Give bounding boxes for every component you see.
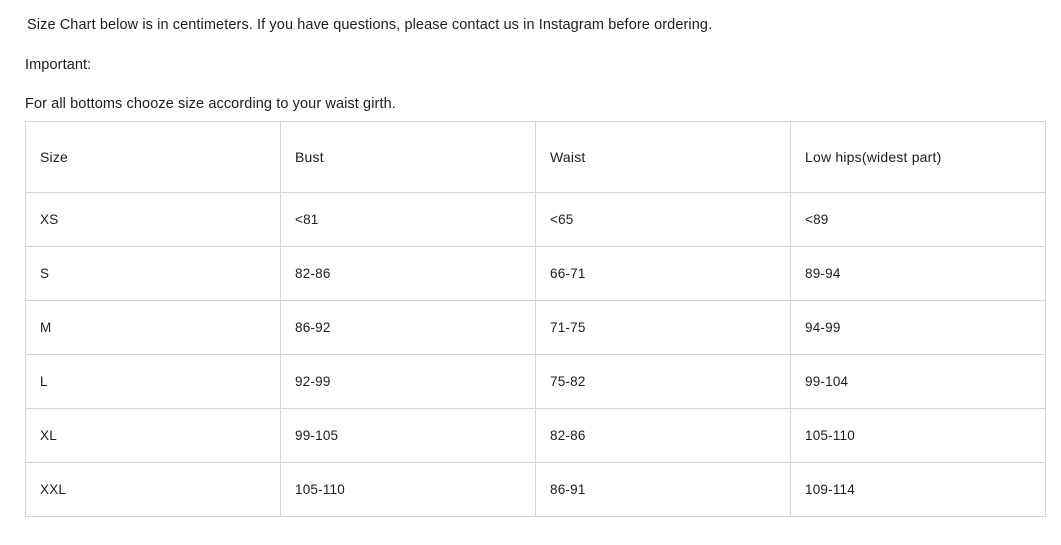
column-header-size: Size <box>25 121 281 193</box>
cell-size: XL <box>25 408 281 463</box>
column-header-waist: Waist <box>535 121 791 193</box>
cell-waist: 66-71 <box>535 246 791 301</box>
table-body: XS <81 <65 <89 S 82-86 66-71 89-94 M 86-… <box>25 192 1046 517</box>
cell-waist: 82-86 <box>535 408 791 463</box>
cell-waist: 86-91 <box>535 462 791 517</box>
table-row: XL 99-105 82-86 105-110 <box>25 408 1046 463</box>
cell-bust: <81 <box>280 192 536 247</box>
size-chart-table: Size Bust Waist Low hips(widest part) XS… <box>25 121 1046 517</box>
cell-size: XS <box>25 192 281 247</box>
intro-line-bottoms-instruction: For all bottoms chooze size according to… <box>25 96 396 112</box>
table-row: S 82-86 66-71 89-94 <box>25 246 1046 301</box>
table-header: Size Bust Waist Low hips(widest part) <box>25 121 1046 193</box>
table-row: XS <81 <65 <89 <box>25 192 1046 247</box>
cell-bust: 105-110 <box>280 462 536 517</box>
column-header-low-hips: Low hips(widest part) <box>790 121 1046 193</box>
table-row: XXL 105-110 86-91 109-114 <box>25 462 1046 517</box>
cell-waist: 71-75 <box>535 300 791 355</box>
table-row: M 86-92 71-75 94-99 <box>25 300 1046 355</box>
cell-low-hips: 109-114 <box>790 462 1046 517</box>
cell-low-hips: 105-110 <box>790 408 1046 463</box>
cell-waist: 75-82 <box>535 354 791 409</box>
table-header-row: Size Bust Waist Low hips(widest part) <box>25 121 1046 193</box>
table-row: L 92-99 75-82 99-104 <box>25 354 1046 409</box>
intro-line-important-label: Important: <box>25 57 92 73</box>
cell-bust: 82-86 <box>280 246 536 301</box>
cell-low-hips: 94-99 <box>790 300 1046 355</box>
cell-waist: <65 <box>535 192 791 247</box>
intro-line-centimeters-notice: Size Chart below is in centimeters. If y… <box>27 17 713 33</box>
cell-bust: 99-105 <box>280 408 536 463</box>
cell-bust: 92-99 <box>280 354 536 409</box>
cell-low-hips: 99-104 <box>790 354 1046 409</box>
cell-size: S <box>25 246 281 301</box>
cell-low-hips: 89-94 <box>790 246 1046 301</box>
cell-size: M <box>25 300 281 355</box>
cell-low-hips: <89 <box>790 192 1046 247</box>
cell-size: XXL <box>25 462 281 517</box>
cell-bust: 86-92 <box>280 300 536 355</box>
cell-size: L <box>25 354 281 409</box>
column-header-bust: Bust <box>280 121 536 193</box>
